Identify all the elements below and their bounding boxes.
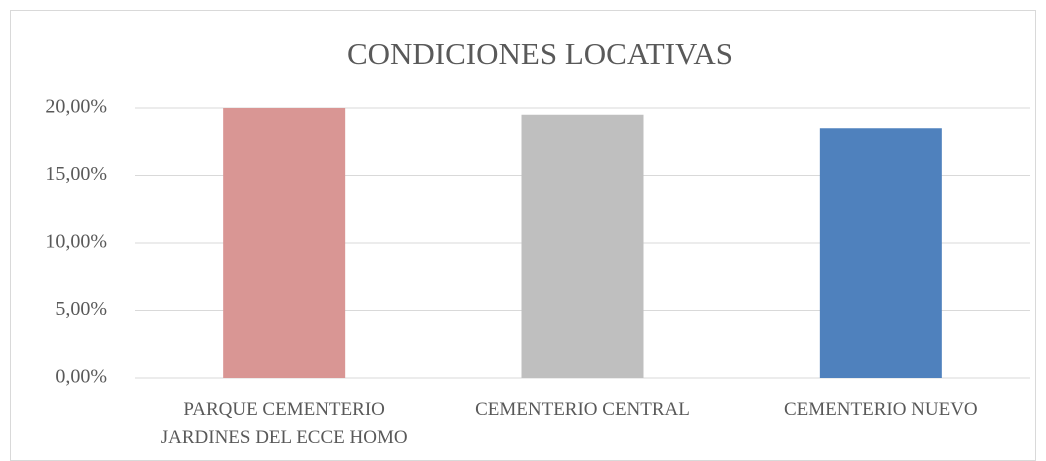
x-tick-label: PARQUE CEMENTERIO JARDINES DEL ECCE HOMO	[160, 399, 408, 448]
x-tick-label: CEMENTERIO CENTRAL	[475, 399, 690, 420]
y-tick-label: 20,00%	[45, 96, 107, 118]
y-tick-label: 15,00%	[45, 163, 107, 185]
y-tick-label: 0,00%	[55, 366, 107, 388]
bar	[223, 108, 346, 378]
x-tick-label: CEMENTERIO NUEVO	[783, 399, 978, 420]
chart-title: CONDICIONES LOCATIVAS	[347, 36, 733, 71]
bar	[521, 114, 644, 378]
y-tick-label: 10,00%	[45, 231, 107, 253]
y-tick-label: 5,00%	[55, 298, 107, 320]
bar	[819, 128, 942, 378]
